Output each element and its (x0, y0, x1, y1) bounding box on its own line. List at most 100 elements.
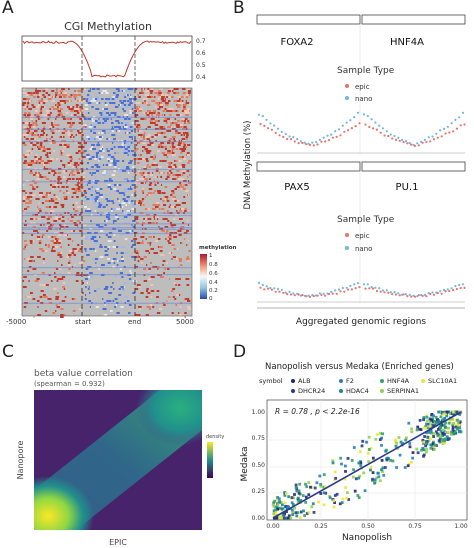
heatmap-cell (72, 106, 75, 108)
scatter-point (322, 503, 326, 507)
heatmap-cell (57, 176, 60, 178)
heatmap-cell (36, 300, 40, 302)
heatmap-cell (61, 132, 65, 134)
heatmap-cell (148, 178, 151, 180)
heatmap-cell (97, 208, 99, 210)
symbol-legend-label: symbol (259, 377, 283, 385)
heatmap-cell (187, 112, 190, 114)
heatmap-cell (77, 186, 81, 188)
epic-point (440, 292, 443, 295)
heatmap-cell (50, 200, 55, 202)
heatmap-cell (143, 112, 146, 114)
nano-point (378, 287, 381, 290)
scatter-point (352, 468, 355, 472)
heatmap-cell (67, 244, 70, 246)
scatter-point (404, 438, 408, 442)
heatmap-cell (143, 134, 145, 136)
heatmap-cell (170, 126, 172, 128)
heatmap-cell (157, 150, 160, 152)
heatmap-cell (24, 224, 27, 226)
heatmap-cell (46, 152, 49, 154)
heatmap-cell (186, 88, 190, 90)
heatmap-cell (182, 148, 187, 150)
correlation-annotation: R = 0.78 , p < 2.2e-16 (275, 407, 360, 416)
epic-point (459, 286, 462, 290)
heatmap-cell (24, 244, 28, 246)
heatmap-cell (158, 308, 163, 310)
nano-point (280, 130, 283, 134)
scatter-point (450, 433, 453, 436)
heatmap-cell (177, 120, 180, 122)
heatmap-cell (77, 94, 82, 96)
scatter-point (399, 440, 403, 444)
heatmap-cell (74, 94, 78, 96)
panel-c-letter: C (2, 342, 14, 362)
heatmap-cell (23, 154, 27, 156)
heatmap-cell (103, 288, 108, 290)
heatmap-cell (82, 114, 84, 116)
scatter-point (449, 417, 453, 421)
heatmap-cell (30, 170, 33, 172)
heatmap-cell (31, 124, 35, 126)
heatmap-cell (142, 92, 144, 94)
heatmap-cell (114, 276, 117, 278)
heatmap-cell (125, 182, 127, 184)
heatmap-cell (109, 174, 111, 176)
density-upper-mode (135, 390, 202, 446)
epic-point (327, 139, 331, 142)
heatmap-cell (99, 120, 102, 122)
heatmap-cell (81, 134, 84, 136)
heatmap-cell (182, 188, 186, 190)
scatter-point (391, 459, 395, 463)
heatmap-cell (84, 104, 88, 106)
heatmap-cell (56, 306, 60, 308)
heatmap-cell (128, 118, 131, 120)
heatmap-cell (155, 170, 159, 172)
nano-point (356, 282, 360, 285)
scatter-point (343, 477, 347, 481)
heatmap-cell (157, 112, 159, 114)
nano-point (404, 140, 407, 143)
heatmap-cell (35, 88, 37, 90)
heatmap-cell (144, 178, 148, 180)
scatter-point (282, 513, 285, 517)
heatmap-cell (171, 148, 175, 150)
heatmap-cell (27, 164, 30, 166)
heatmap-cell (122, 192, 125, 194)
heatmap-cell (143, 166, 146, 168)
heatmap-cell (174, 188, 177, 190)
facet-label-pu1: PU.1 (396, 182, 419, 193)
scatter-point (444, 426, 448, 430)
heatmap-cell (142, 188, 144, 190)
nano-point (362, 113, 366, 116)
heatmap-cell (149, 244, 151, 246)
profile-tick: 0.6 (196, 50, 206, 57)
heatmap-cell (63, 144, 67, 146)
heatmap-cell (124, 296, 128, 298)
heatmap-cell (47, 114, 51, 116)
heatmap-cell (27, 270, 30, 272)
heatmap-cell (87, 118, 92, 120)
heatmap-cell (76, 112, 80, 114)
heatmap-cell (107, 262, 111, 264)
nano-point (345, 286, 348, 289)
heatmap-cell (38, 94, 41, 96)
heatmap-cell (57, 180, 60, 182)
heatmap-cell (100, 202, 103, 204)
nano-point (349, 284, 352, 287)
heatmap-cell (185, 278, 190, 280)
heatmap-cell (23, 258, 26, 260)
heatmap-cell (128, 162, 132, 164)
heatmap-cell (84, 278, 88, 280)
heatmap-cell (139, 92, 142, 94)
heatmap-cell (55, 310, 57, 312)
heatmap-cell (52, 186, 56, 188)
heatmap-cell (43, 296, 48, 298)
heatmap-cell (168, 164, 171, 166)
panel-b-xlabel: Aggregated genomic regions (296, 317, 426, 327)
scatter-point (407, 462, 411, 466)
legend-epic-label: epic (355, 83, 370, 91)
epic-point (375, 128, 378, 131)
epic-point (316, 143, 319, 146)
nano-point (307, 294, 310, 297)
